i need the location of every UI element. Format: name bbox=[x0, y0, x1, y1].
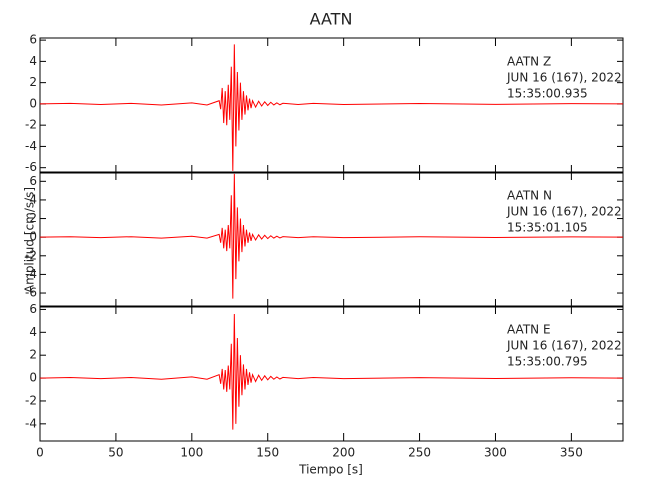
panel-frame bbox=[39, 305, 624, 442]
y-tick-label: 0 bbox=[29, 371, 37, 385]
annotation: JUN 16 (167), 2022 bbox=[506, 205, 622, 219]
y-tick-label: -4 bbox=[25, 267, 37, 281]
annotation: AATN N bbox=[507, 189, 552, 203]
y-tick-label: 2 bbox=[29, 348, 37, 362]
x-tick-label: 50 bbox=[108, 446, 123, 460]
x-tick-label: 200 bbox=[332, 446, 355, 460]
y-tick-label: 2 bbox=[29, 211, 37, 225]
panel-frame bbox=[39, 37, 624, 174]
annotation: JUN 16 (167), 2022 bbox=[506, 339, 622, 353]
y-tick-label: -4 bbox=[25, 139, 37, 153]
y-tick-label: -6 bbox=[25, 286, 37, 300]
waveform bbox=[39, 44, 624, 171]
chart-title: AATN bbox=[310, 10, 353, 29]
y-tick-label: 6 bbox=[29, 302, 37, 316]
annotation: AATN E bbox=[507, 323, 551, 337]
y-tick-label: -2 bbox=[25, 248, 37, 262]
y-tick-label: -2 bbox=[25, 393, 37, 407]
y-tick-label: 6 bbox=[29, 33, 37, 47]
y-tick-label: -4 bbox=[25, 416, 37, 430]
x-tick-label: 0 bbox=[36, 446, 44, 460]
x-tick-label: 100 bbox=[180, 446, 203, 460]
y-tick-label: -6 bbox=[25, 160, 37, 174]
y-tick-label: 0 bbox=[29, 230, 37, 244]
x-axis-label: Tiempo [s] bbox=[298, 463, 363, 477]
annotation: 15:35:00.935 bbox=[507, 87, 588, 101]
y-tick-label: 4 bbox=[29, 54, 37, 68]
x-tick-label: 150 bbox=[256, 446, 279, 460]
annotation: AATN Z bbox=[507, 55, 551, 69]
annotation: 15:35:01.105 bbox=[507, 221, 588, 235]
y-tick-label: 6 bbox=[29, 174, 37, 188]
annotation: JUN 16 (167), 2022 bbox=[506, 71, 622, 85]
x-tick-label: 250 bbox=[408, 446, 431, 460]
y-axis-label: Amplitud [cm/s/s] bbox=[23, 187, 37, 293]
panel-frame bbox=[39, 171, 624, 308]
waveform bbox=[39, 314, 624, 430]
annotation: 15:35:00.795 bbox=[507, 355, 588, 369]
y-tick-label: 0 bbox=[29, 96, 37, 110]
waveform bbox=[39, 173, 624, 299]
y-tick-label: 4 bbox=[29, 325, 37, 339]
y-tick-label: -2 bbox=[25, 118, 37, 132]
y-tick-label: 2 bbox=[29, 75, 37, 89]
x-tick-label: 350 bbox=[560, 446, 583, 460]
x-tick-label: 300 bbox=[484, 446, 507, 460]
y-tick-label: 4 bbox=[29, 192, 37, 206]
